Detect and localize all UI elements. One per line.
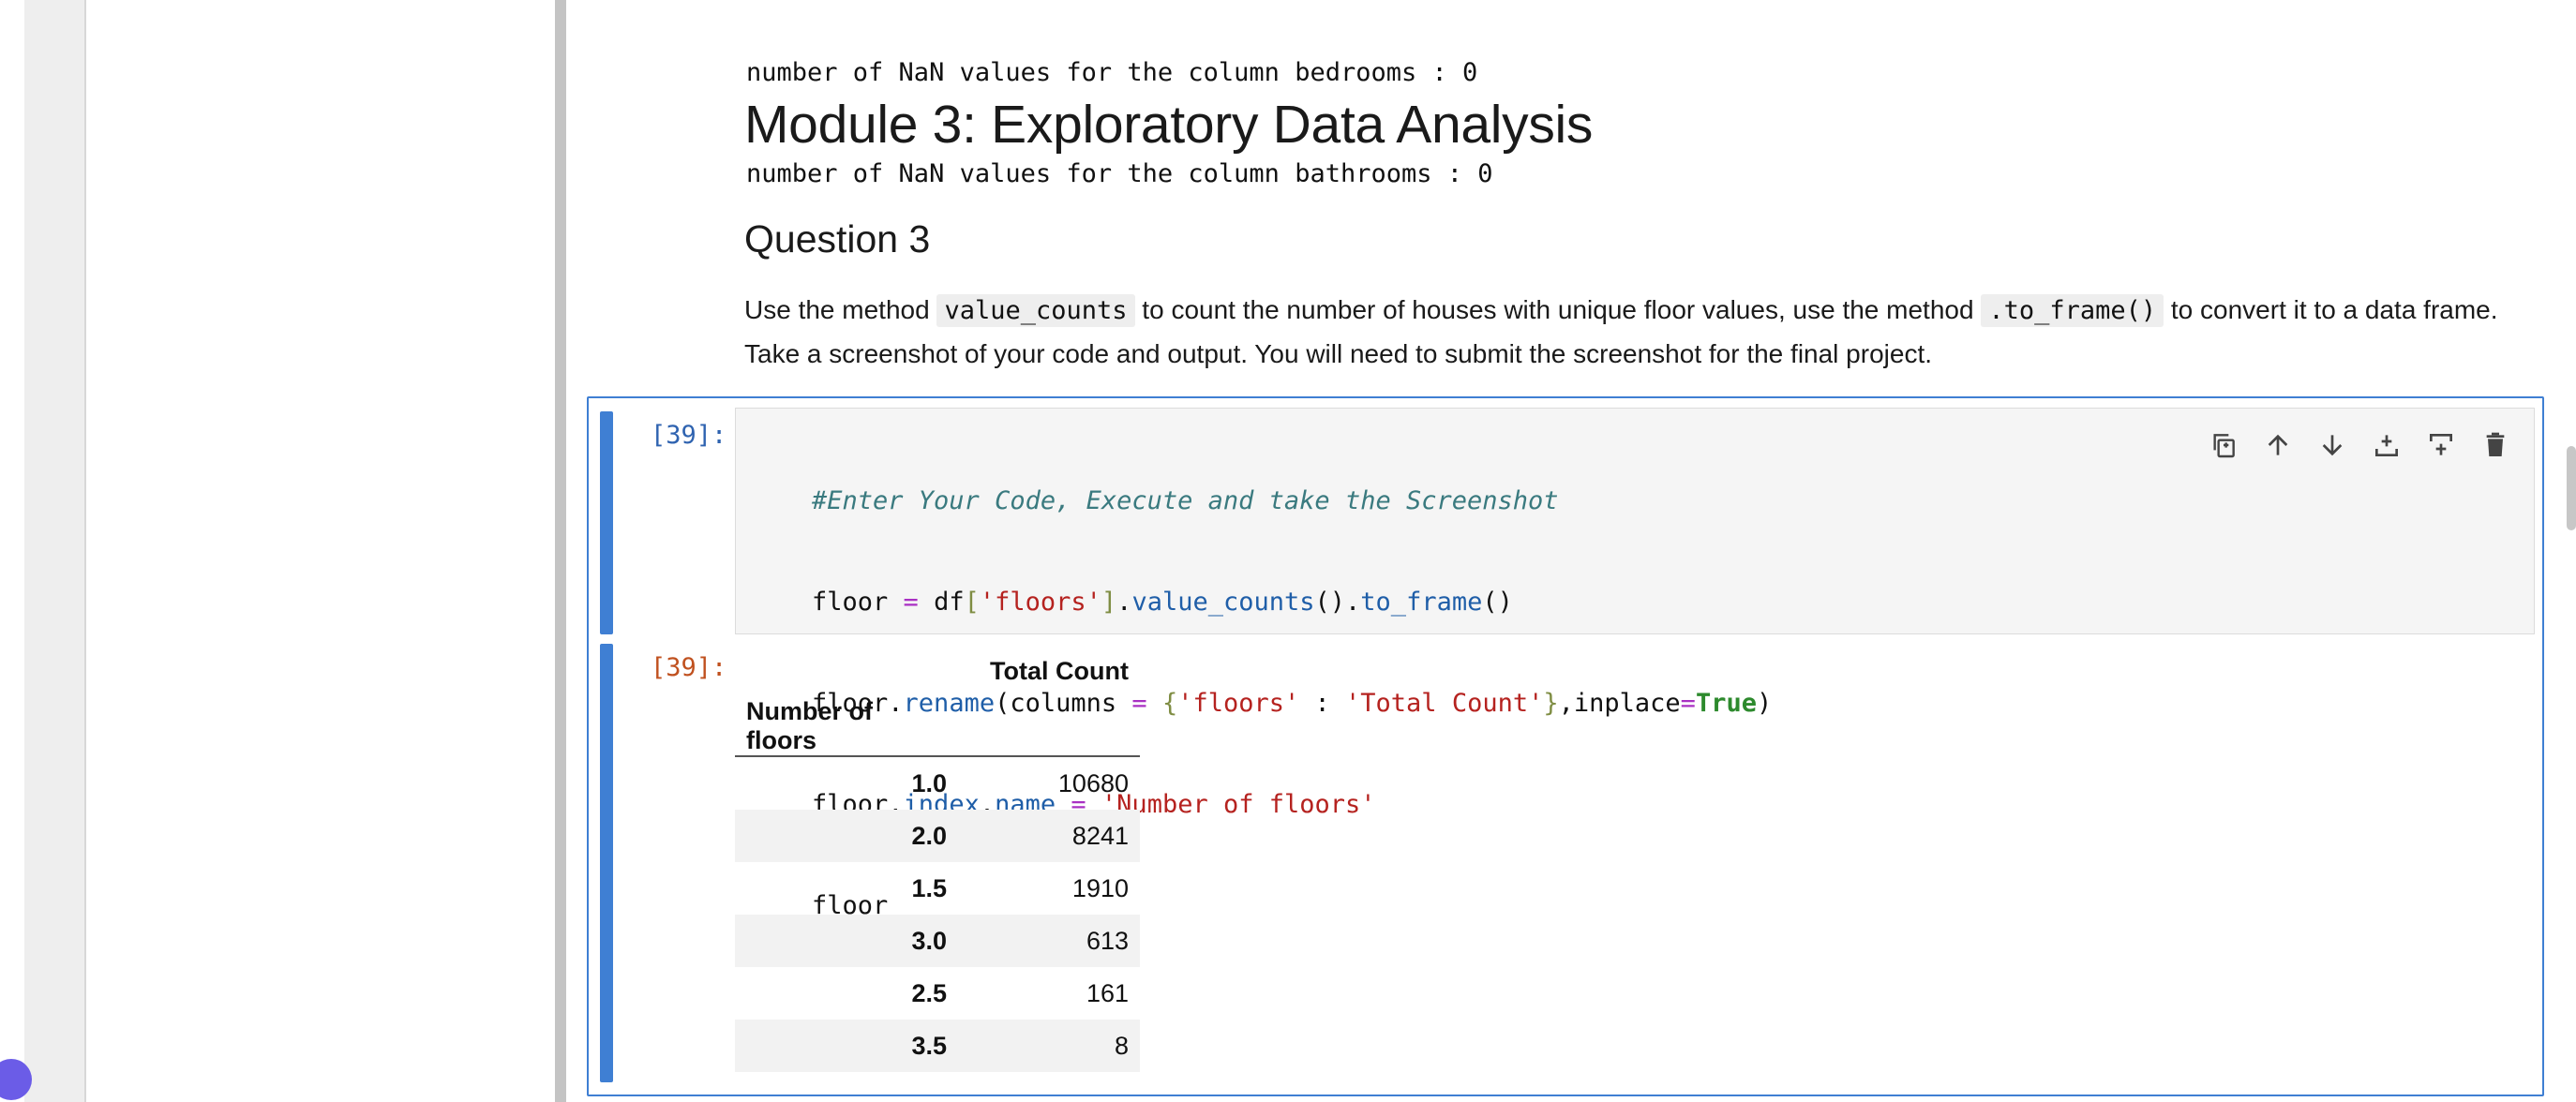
question-instructions: Use the method value_counts to count the… [744,289,2507,376]
row-index: 2.0 [911,821,947,850]
row-index: 2.5 [911,978,947,1007]
table-row: 2.5 161 [735,967,1140,1020]
module-heading: Module 3: Exploratory Data Analysis [744,95,1594,155]
row-index: 3.5 [911,1031,947,1060]
inline-code-value-counts: value_counts [936,294,1135,327]
row-index: 1.0 [911,768,947,797]
avatar[interactable] [0,1059,32,1100]
row-value: 8 [1114,1031,1129,1060]
row-index: 3.0 [911,926,947,955]
output-collapser[interactable] [600,644,613,1082]
table-row: 3.5 8 [735,1020,1140,1072]
output-line: number of NaN values for the column bath… [746,159,1493,188]
delete-icon[interactable] [2478,427,2513,463]
code-token: 'Total Count' [1345,689,1544,718]
code-token: : [1299,689,1346,718]
code-token: 'Number of floors' [1101,790,1376,819]
code-token: = [1680,689,1696,718]
code-token: index [903,790,980,819]
row-index: 1.5 [911,873,947,902]
code-token: ,inplace [1558,689,1681,718]
instruction-text: Use the method [744,295,937,324]
scrollbar-thumb[interactable] [2567,446,2576,530]
code-token [1147,689,1162,718]
active-code-cell[interactable]: [39]: #Enter Your Code, Execute and t [587,396,2544,1096]
panel-resize-handle[interactable] [555,0,566,1102]
code-token: { [1161,689,1178,718]
code-line: floor [812,889,1772,923]
output-prompt: [39]: [651,653,727,682]
insert-below-icon[interactable] [2423,427,2459,463]
previous-cell-output: number of NaN values for the column bedr… [746,0,1493,225]
code-token: ] [1101,588,1117,617]
index-name: Number of floors [735,697,958,757]
column-header: Total Count [990,656,1129,685]
code-line: floor.index.name = 'Number of floors' [812,788,1772,822]
window-edge [0,0,24,1102]
move-down-icon[interactable] [2314,427,2350,463]
dataframe-output: Total Count Number of floors 1.0 10680 2.… [735,645,1140,1072]
code-comment: #Enter Your Code, Execute and take the S… [812,486,1559,515]
activity-bar [0,0,86,1102]
cell-toolbar [2206,427,2513,463]
code-token: value_counts [1131,588,1315,617]
row-value: 161 [1086,978,1129,1007]
code-token: (). [1314,588,1361,617]
code-token: . [1116,588,1132,617]
instruction-text: to count the number of houses with uniqu… [1134,295,1982,324]
code-token: = [903,588,919,617]
table-row: 1.0 10680 [735,756,1140,810]
input-prompt: [39]: [651,421,727,450]
code-token: = [1071,790,1086,819]
question-heading: Question 3 [744,217,931,261]
row-value: 10680 [1057,768,1129,797]
table-row: 2.0 8241 [735,810,1140,862]
code-token: 'floors' [979,588,1101,617]
code-token: } [1543,689,1559,718]
inline-code-to-frame: .to_frame() [1981,294,2164,327]
row-value: 1910 [1071,873,1129,902]
dataframe-table: Total Count Number of floors 1.0 10680 2.… [735,645,1140,1072]
code-token: name [995,790,1056,819]
row-value: 613 [1086,926,1129,955]
row-value: 8241 [1071,821,1129,850]
move-up-icon[interactable] [2260,427,2296,463]
code-token: [ [964,588,980,617]
code-line: #Enter Your Code, Execute and take the S… [812,484,1772,518]
code-token: floor [812,588,904,617]
code-token: . [979,790,996,819]
input-collapser[interactable] [600,411,613,634]
insert-above-icon[interactable] [2369,427,2404,463]
blank-header-cell [958,697,1140,757]
code-editor[interactable] [735,408,2535,634]
blank-header-cell [735,645,958,697]
table-row: 1.5 1910 [735,862,1140,915]
index-name-row: Number of floors [735,697,1140,757]
code-token: floor. [812,790,904,819]
code-token: df [918,588,965,617]
table-row: 3.0 613 [735,915,1140,967]
code-token: () [1482,588,1513,617]
code-token: floor [812,891,889,920]
code-token: to_frame [1360,588,1483,617]
code-token: ) [1756,689,1773,718]
output-line: number of NaN values for the column bedr… [746,58,1478,87]
side-panel [86,0,555,1102]
code-line: floor = df['floors'].value_counts().to_f… [812,586,1772,619]
instruction-text: to convert it to a data frame. Take a sc… [744,295,2498,368]
duplicate-icon[interactable] [2206,427,2241,463]
code-token: True [1695,689,1757,718]
code-token: 'floors' [1177,689,1300,718]
column-header-row: Total Count [735,645,1140,697]
